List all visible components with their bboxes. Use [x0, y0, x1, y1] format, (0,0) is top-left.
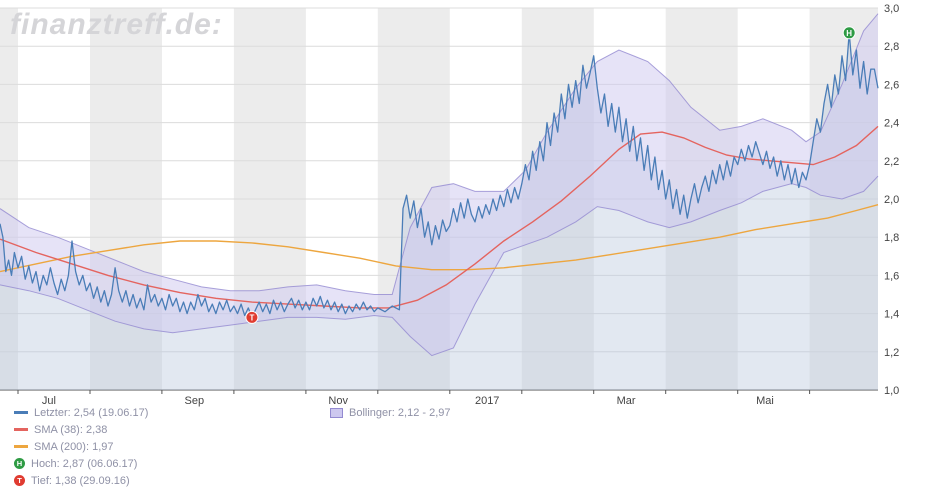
- marker-hoch: [842, 26, 856, 40]
- bollinger-swatch: [330, 407, 343, 418]
- legend-tief: T Tief: 1,38 (29.09.16): [14, 472, 148, 489]
- letzter-line-swatch: [14, 411, 28, 414]
- price-area-fill: [0, 32, 878, 391]
- sma200-path: [0, 204, 879, 273]
- x-tick-label: 2017: [475, 395, 499, 407]
- y-tick-label: 2,8: [884, 41, 899, 53]
- high-marker-icon: H: [14, 458, 25, 469]
- high-low-markers: HT: [245, 26, 856, 324]
- price-area: [0, 32, 878, 391]
- y-tick-label: 3,0: [884, 3, 899, 15]
- y-tick-label: 2,6: [884, 79, 899, 91]
- bollinger-band: [0, 13, 879, 357]
- legend-right-column: Bollinger: 2,12 - 2,97: [330, 404, 451, 421]
- legend-sma38-label: SMA (38): 2,38: [34, 423, 108, 436]
- legend-tief-label: Tief: 1,38 (29.09.16): [31, 474, 130, 487]
- legend-sma200-label: SMA (200): 1,97: [34, 440, 114, 453]
- sma38-path: [0, 125, 879, 309]
- marker-tief-letter: T: [249, 313, 254, 322]
- axis-labels: 3,0 2,8 2,6 2,4 2,2 2,0 1,8 1,6 1,4 1,2 1,0 Jul Sep N…: [42, 3, 899, 407]
- legend-letzter: Letzter: 2,54 (19.06.17): [14, 404, 148, 421]
- watermark-logo: finanztreff.de:: [10, 8, 223, 41]
- y-tick-label: 1,8: [884, 232, 899, 244]
- bollinger-upper-line: [0, 13, 879, 295]
- y-tick-label: 1,0: [884, 385, 899, 397]
- x-tick-label: Nov: [328, 395, 348, 407]
- legend-hoch: H Hoch: 2,87 (06.06.17): [14, 455, 148, 472]
- legend-bollinger-label: Bollinger: 2,12 - 2,97: [349, 406, 451, 419]
- sma38-line-swatch: [14, 428, 28, 431]
- x-tick-label: Jul: [42, 395, 56, 407]
- marker-tief: [245, 310, 259, 324]
- sma200-line: [0, 204, 879, 273]
- sma200-line-swatch: [14, 445, 28, 448]
- legend-bollinger: Bollinger: 2,12 - 2,97: [330, 404, 451, 421]
- price-path: [0, 32, 879, 319]
- low-marker-icon: T: [14, 475, 25, 486]
- sma38-line: [0, 125, 879, 309]
- y-tick-label: 2,4: [884, 118, 899, 130]
- axes: [17, 390, 811, 394]
- legend-sma200: SMA (200): 1,97: [14, 438, 148, 455]
- y-tick-label: 1,4: [884, 309, 899, 321]
- legend-letzter-label: Letzter: 2,54 (19.06.17): [34, 406, 149, 419]
- bollinger-lower-line: [0, 175, 879, 357]
- bollinger-fill: [0, 13, 878, 356]
- legend-left-column: Letzter: 2,54 (19.06.17) SMA (38): 2,38 …: [14, 404, 148, 489]
- x-tick-label: Mai: [756, 395, 774, 407]
- y-tick-label: 2,0: [884, 194, 899, 206]
- marker-hoch-letter: H: [846, 29, 852, 38]
- y-tick-label: 2,2: [884, 156, 899, 168]
- legend-hoch-label: Hoch: 2,87 (06.06.17): [31, 457, 138, 470]
- y-tick-label: 1,2: [884, 347, 899, 359]
- x-tick-label: Mar: [617, 395, 636, 407]
- price-line: [0, 32, 879, 319]
- x-tick-label: Sep: [185, 395, 205, 407]
- y-tick-label: 1,6: [884, 270, 899, 282]
- legend-sma38: SMA (38): 2,38: [14, 421, 148, 438]
